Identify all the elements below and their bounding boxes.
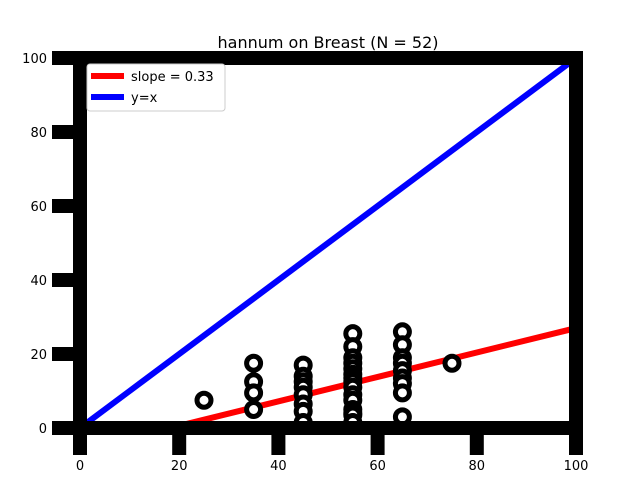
frame-bottom <box>52 421 583 435</box>
data-point <box>442 353 462 373</box>
x-tick <box>569 428 583 455</box>
x-tick-label: 60 <box>369 459 386 474</box>
y-tick-label: 80 <box>30 126 47 141</box>
legend-label-identity: y=x <box>131 91 158 106</box>
y-tick <box>52 199 80 213</box>
y-tick-label: 100 <box>22 52 47 67</box>
axis-ticks: 0 20 40 60 80 100 0 20 40 60 80 100 <box>22 51 588 474</box>
y-tick-label: 40 <box>30 274 47 289</box>
x-tick <box>172 428 187 455</box>
x-tick-label: 20 <box>171 459 188 474</box>
lines-layer <box>80 58 576 428</box>
data-point <box>194 390 214 410</box>
x-tick-label: 0 <box>76 459 84 474</box>
y-tick <box>52 125 80 139</box>
y-tick <box>52 51 80 65</box>
x-tick <box>370 428 385 455</box>
y-tick-label: 60 <box>30 200 47 215</box>
frame-left <box>73 51 87 435</box>
x-tick-label: 40 <box>270 459 287 474</box>
y-tick-label: 20 <box>30 348 47 363</box>
data-point <box>392 383 412 403</box>
y-tick <box>52 347 80 361</box>
y-tick <box>52 273 80 287</box>
series-line-slope <box>157 325 576 428</box>
x-tick-label: 100 <box>564 459 589 474</box>
x-tick <box>469 428 484 455</box>
y-tick-label: 0 <box>39 422 47 437</box>
chart-title: hannum on Breast (N = 52) <box>218 33 439 52</box>
data-point <box>244 353 264 373</box>
data-point <box>244 400 264 419</box>
x-tick-label: 80 <box>469 459 486 474</box>
series-line-identity <box>80 58 576 428</box>
data-point <box>244 383 264 403</box>
frame-top <box>52 51 583 65</box>
frame-right <box>569 51 583 435</box>
x-tick <box>271 428 286 455</box>
legend-label-slope: slope = 0.33 <box>131 70 214 85</box>
y-tick <box>52 421 80 435</box>
legend: slope = 0.33 y=x <box>86 63 226 112</box>
